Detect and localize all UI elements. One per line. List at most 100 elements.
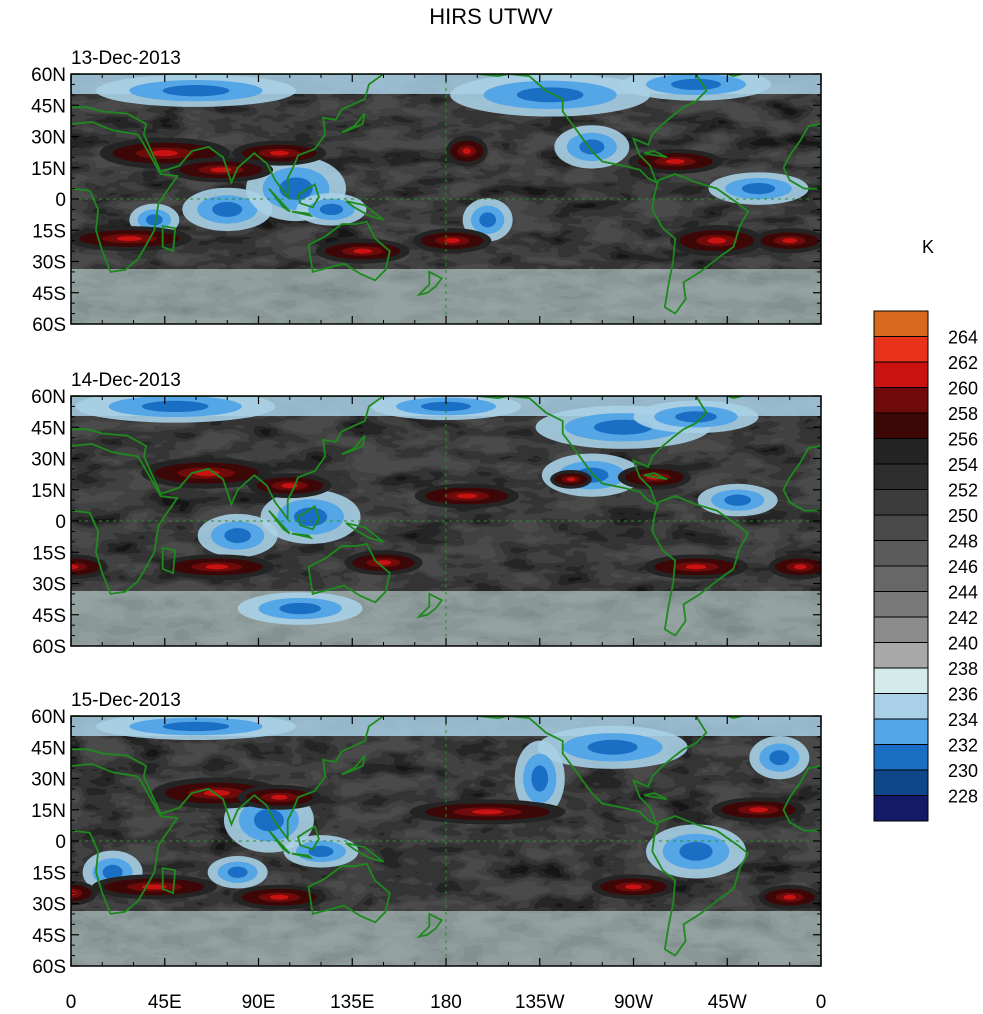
moist-region-center [141,400,209,413]
warm-region-center [271,794,288,800]
colorbar-box [873,336,929,363]
colorbar-tick-label: 260 [948,379,978,399]
warm-region-center [116,236,142,242]
colorbar-box [873,565,929,592]
coastline [71,442,179,595]
lon-tick-label: 180 [430,992,462,1013]
coastline [651,815,750,957]
colorbar-tick-label: 246 [948,557,978,577]
coastline [643,150,668,159]
coastline [291,532,314,540]
colorbar-boxes [873,310,929,822]
moist-region-center [679,842,713,861]
coastline [307,862,391,924]
colorbar-tick-labels: 228 230 232 234 236 238 240 242 244 246 248 250 252 2… [948,328,978,807]
coastline [416,592,444,619]
lat-tick-label: 0 [55,190,66,211]
colorbar-tick-label: 240 [948,634,978,654]
coastline [161,225,177,253]
warm-region-center [707,237,727,244]
data-field [71,74,821,324]
moist-region-center [253,808,284,832]
colorbar-box [873,310,929,337]
moist-region-center [724,494,752,506]
coastline [161,867,177,895]
colorbar-box [873,489,929,516]
warm-region-center [782,238,798,244]
colorbar-box [873,616,929,643]
lat-tick-label: 0 [55,832,66,853]
lat-tick-label: 60S [32,957,66,978]
warm-region-center [783,894,796,900]
lat-tick-label: 60S [32,637,66,658]
lat-tick-label: 30S [32,575,66,596]
lat-tick-label: 60N [31,707,66,728]
lat-tick-label: 45S [32,284,66,305]
lat-tick-label: 30N [31,450,66,471]
coastline [71,120,179,273]
warm-region-center [665,159,685,164]
moist-region-center [675,411,717,423]
colorbar-box [873,744,929,771]
coastline [643,792,668,801]
colorbar-tick-label: 262 [948,353,978,373]
warm-region-center [353,248,373,254]
lon-tick-label: 0 [66,992,77,1013]
coastline [727,396,743,400]
colorbar-box [873,361,929,388]
panel-date-label: 13-Dec-2013 [71,48,181,69]
colorbar-tick-label: 250 [948,506,978,526]
moist-region-center [531,765,549,792]
moist-region-center [741,182,776,195]
colorbar-box [873,438,929,465]
moist-region-center [279,602,321,615]
colorbar-box [873,718,929,745]
moist-region-center [146,214,163,226]
warm-region-core [71,888,83,898]
coastline [345,522,385,543]
warm-region-center [269,150,289,156]
longitude-tick-labels: 0 45E 90E 135E 180 135W 90W 45W 0 [66,992,827,1013]
warm-region-center [444,238,461,244]
colorbar-tick-label: 234 [948,710,978,730]
coastline [477,716,708,827]
coastline [268,829,291,855]
moist-region-center [212,201,243,217]
coastline [651,173,750,315]
warm-region-center [203,789,230,797]
lat-tick-label: 60S [32,315,66,336]
coastline [268,509,291,535]
coastline [297,183,320,209]
coastline [71,396,386,522]
moist-region-center [319,203,344,216]
lat-tick-label: 15N [31,801,66,822]
lon-tick-label: 0 [816,992,827,1013]
lon-tick-label: 90W [614,992,653,1013]
lon-tick-label: 45W [708,992,747,1013]
warm-region-center [456,493,478,499]
colorbar-box [873,642,929,669]
lat-tick-label: 15S [32,221,66,242]
colorbar-box [873,693,929,720]
lat-tick-label: 30S [32,253,66,274]
coastline [291,852,314,860]
coastline [71,716,386,842]
moist-region-center [162,85,230,97]
colorbar-box [873,540,929,567]
colorbar-tick-label: 244 [948,583,978,603]
coastline [477,396,708,507]
colorbar-tick-label: 236 [948,685,978,705]
panel-date-label: 14-Dec-2013 [71,370,181,391]
colorbar-box [873,769,929,796]
moist-region-center [769,750,790,766]
colorbar-tick-label: 230 [948,761,978,781]
lat-tick-label: 15S [32,543,66,564]
warm-region-core [71,562,88,572]
lon-tick-label: 90E [242,992,276,1013]
warm-region-center [749,807,768,813]
warm-region-center [462,147,472,155]
data-field [71,396,821,646]
lat-tick-label: 60N [31,387,66,408]
